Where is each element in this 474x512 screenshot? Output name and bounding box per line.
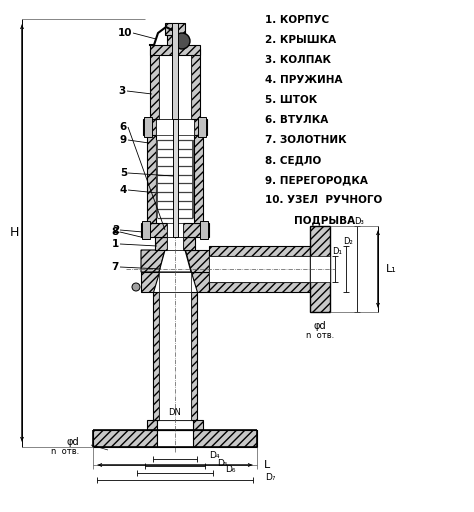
Polygon shape — [141, 250, 165, 272]
Bar — [198, 117, 206, 137]
Text: H: H — [9, 226, 18, 240]
Text: 2: 2 — [112, 225, 119, 235]
Bar — [153, 292, 159, 420]
Bar — [156, 119, 194, 135]
Bar — [144, 117, 152, 137]
Text: L₁: L₁ — [386, 264, 397, 274]
Bar — [191, 49, 200, 119]
Text: L: L — [264, 460, 270, 470]
Bar — [209, 246, 310, 256]
Text: 8. СЕДЛО: 8. СЕДЛО — [265, 155, 321, 165]
Bar — [142, 221, 150, 239]
Bar — [209, 282, 310, 292]
Bar — [191, 292, 197, 420]
Text: D₆: D₆ — [225, 465, 236, 475]
Bar — [150, 49, 159, 119]
Text: 3. КОЛПАК: 3. КОЛПАК — [265, 55, 331, 65]
Bar — [193, 420, 203, 430]
Text: 2. КРЫШКА: 2. КРЫШКА — [265, 35, 336, 45]
Text: 3: 3 — [119, 86, 126, 96]
Text: DN: DN — [169, 408, 182, 417]
Text: D₇: D₇ — [265, 473, 275, 481]
Text: 7: 7 — [111, 262, 119, 272]
Text: 7. ЗОЛОТНИК: 7. ЗОЛОТНИК — [265, 135, 346, 145]
Polygon shape — [191, 272, 209, 292]
Bar — [155, 237, 167, 250]
Text: 9. ПЕРЕГОРОДКА: 9. ПЕРЕГОРОДКА — [265, 175, 368, 185]
Bar — [147, 420, 157, 430]
Text: 9: 9 — [120, 135, 127, 145]
Bar — [143, 119, 156, 135]
Circle shape — [132, 283, 140, 291]
Bar — [172, 23, 178, 119]
Text: 4: 4 — [119, 185, 127, 195]
Text: 4. ПРУЖИНА: 4. ПРУЖИНА — [265, 75, 343, 85]
Text: 8: 8 — [112, 227, 119, 237]
Bar — [157, 430, 193, 447]
Bar — [141, 223, 167, 237]
Text: φd: φd — [314, 321, 326, 331]
Text: ПОДРЫВА: ПОДРЫВА — [265, 215, 355, 225]
Text: D₁: D₁ — [332, 246, 342, 255]
Bar — [147, 135, 156, 223]
Polygon shape — [141, 272, 159, 292]
Bar — [150, 45, 200, 55]
Bar — [183, 237, 195, 250]
Text: D₃: D₃ — [354, 217, 364, 225]
Text: 10. УЗЕЛ  РУЧНОГО: 10. УЗЕЛ РУЧНОГО — [265, 195, 382, 205]
Polygon shape — [159, 250, 191, 272]
Bar — [167, 35, 183, 45]
Bar — [310, 226, 330, 312]
Bar — [159, 49, 191, 119]
Text: D₄: D₄ — [209, 452, 219, 460]
Bar — [173, 105, 178, 237]
Text: D₂: D₂ — [343, 237, 353, 245]
Text: n  отв.: n отв. — [51, 447, 79, 457]
Bar — [157, 140, 193, 218]
Bar — [310, 256, 330, 282]
Text: φd: φd — [66, 437, 79, 447]
Bar — [194, 135, 203, 223]
Polygon shape — [185, 250, 209, 272]
Bar — [194, 119, 207, 135]
Text: 6. ВТУЛКА: 6. ВТУЛКА — [265, 115, 328, 125]
Text: D₅: D₅ — [217, 459, 228, 467]
Text: 10: 10 — [118, 28, 132, 38]
Bar — [167, 223, 183, 237]
Bar — [159, 272, 191, 292]
Bar — [157, 420, 193, 430]
Text: 5: 5 — [120, 168, 127, 178]
Bar — [93, 430, 157, 447]
Bar — [209, 256, 310, 282]
Bar — [183, 223, 209, 237]
Text: 1: 1 — [112, 239, 119, 249]
Bar — [167, 237, 183, 250]
Bar — [200, 221, 208, 239]
Bar — [159, 292, 191, 420]
Text: 5. ШТОК: 5. ШТОК — [265, 95, 317, 105]
Circle shape — [174, 33, 190, 49]
Bar — [193, 430, 257, 447]
Text: 1. КОРПУС: 1. КОРПУС — [265, 15, 329, 25]
Text: n  отв.: n отв. — [306, 331, 334, 340]
Text: 6: 6 — [120, 122, 127, 132]
Bar — [165, 23, 185, 35]
